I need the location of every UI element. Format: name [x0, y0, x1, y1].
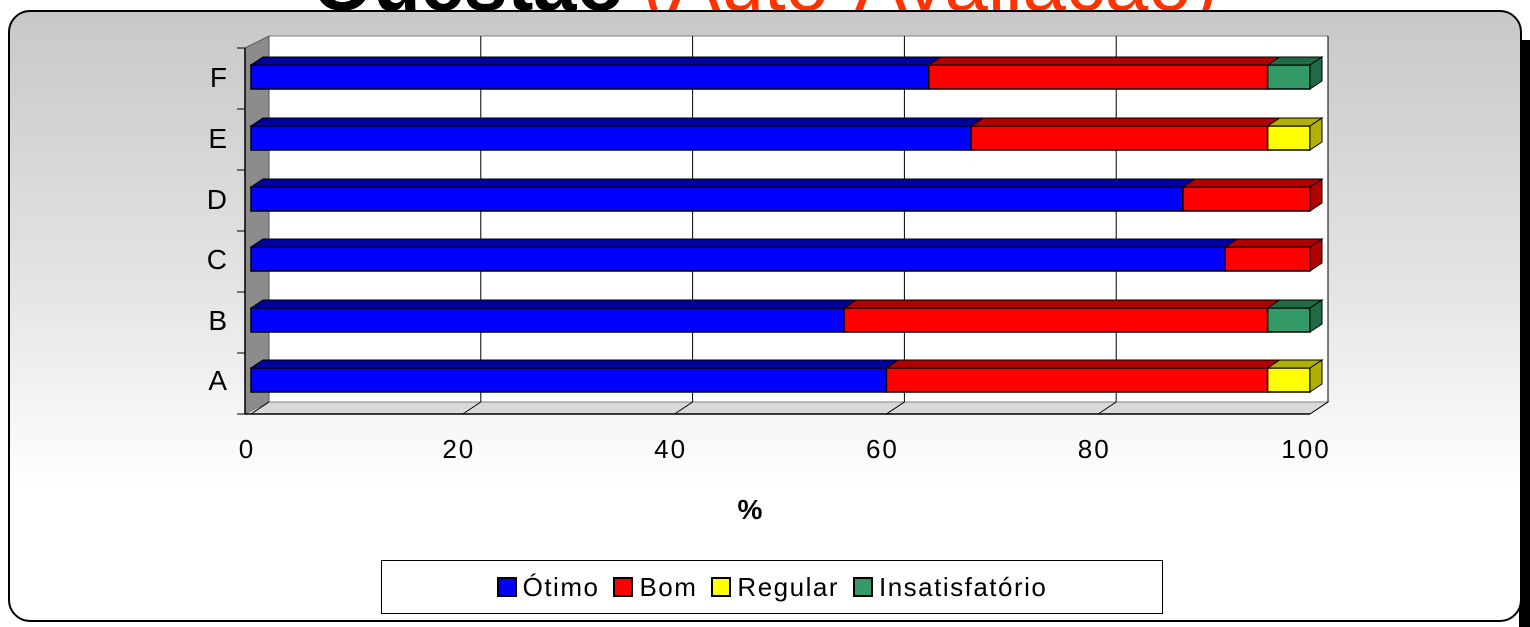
bar-top-F-1	[249, 56, 943, 66]
bar-C-2	[1224, 246, 1311, 272]
x-axis-label: %	[737, 494, 763, 525]
floor-gridline	[886, 401, 905, 415]
y-tick-label: D	[207, 184, 227, 215]
bar-top-A-1	[249, 359, 901, 369]
panel-shadow	[1519, 40, 1530, 627]
floor-gridline	[1309, 401, 1329, 415]
legend-swatch-otimo	[496, 577, 517, 597]
legend-item-otimo: Ótimo	[496, 571, 600, 603]
floor-gridline	[674, 401, 693, 415]
y-tick-label: F	[210, 62, 227, 93]
legend-swatch-insatisfatorio	[852, 577, 873, 597]
bar-side-F	[1309, 56, 1323, 90]
bar-E-2	[970, 125, 1269, 151]
bar-top-C-2	[1223, 238, 1324, 248]
bar-side-A	[1309, 359, 1323, 393]
bar-top-B-1	[249, 299, 858, 309]
bar-D-1	[250, 186, 1184, 212]
bar-E-3	[1266, 125, 1311, 151]
bar-F-1	[250, 64, 930, 90]
bar-C-1	[250, 246, 1227, 272]
bar-E-1	[250, 125, 972, 151]
y-tick-label: B	[208, 305, 227, 336]
legend: Ótimo Bom Regular Insatisfatório	[381, 560, 1163, 614]
bar-B-1	[250, 307, 845, 333]
plot-floor	[244, 401, 1330, 415]
legend-item-bom: Bom	[613, 572, 697, 603]
bar-top-A-2	[884, 359, 1282, 369]
legend-item-insatisfatorio: Insatisfatório	[852, 571, 1048, 603]
bar-side-D	[1309, 178, 1323, 212]
x-tick-label: 20	[442, 434, 475, 464]
bar-B-3	[1266, 307, 1311, 333]
x-tick-label: 80	[1078, 434, 1111, 464]
bar-F-2	[928, 64, 1269, 90]
y-tick-label: C	[207, 244, 227, 275]
plot-side-wall	[244, 35, 270, 415]
legend-label-insatisfatorio: Insatisfatório	[878, 571, 1048, 602]
x-tick-label: 0	[239, 434, 255, 464]
bar-F-3	[1266, 64, 1311, 90]
floor-gridline	[1097, 401, 1117, 415]
plot-back-wall	[268, 35, 1329, 403]
bar-top-D-1	[249, 178, 1197, 188]
bar-A-1	[250, 367, 888, 393]
bar-A-2	[885, 367, 1269, 393]
bar-B-2	[843, 307, 1269, 333]
bar-top-E-1	[249, 117, 985, 127]
bar-side-B	[1309, 299, 1323, 333]
bar-top-E-2	[969, 117, 1282, 127]
bar-D-2	[1182, 186, 1311, 212]
chart-panel: 0 20 40 60 80 100 A B C D E F % Ótimo Bom Regular I…	[8, 10, 1522, 622]
legend-item-regular: Regular	[711, 572, 839, 603]
y-tick-label: A	[208, 365, 227, 396]
y-tick-label: E	[208, 123, 227, 154]
bar-A-3	[1266, 367, 1311, 393]
legend-swatch-bom	[613, 577, 634, 597]
x-tick-label: 40	[654, 434, 687, 464]
bar-top-D-2	[1181, 178, 1324, 188]
bar-top-F-2	[927, 56, 1282, 66]
bar-top-C-1	[249, 238, 1239, 248]
legend-label-regular: Regular	[737, 571, 839, 602]
bar-side-E	[1309, 117, 1323, 151]
legend-label-bom: Bom	[639, 571, 698, 602]
floor-gridline	[250, 401, 270, 415]
bar-side-C	[1309, 238, 1323, 272]
legend-label-otimo: Ótimo	[522, 571, 600, 602]
legend-swatch-regular	[711, 577, 732, 597]
bar-top-B-2	[842, 299, 1282, 309]
x-tick-label: 100	[1281, 434, 1330, 464]
x-tick-label: 60	[866, 434, 899, 464]
floor-gridline	[462, 401, 482, 415]
